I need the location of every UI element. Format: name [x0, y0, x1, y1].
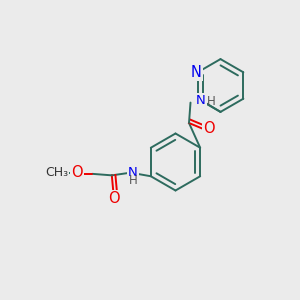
- Text: N: N: [196, 94, 206, 107]
- Text: O: O: [204, 121, 215, 136]
- Text: N: N: [191, 65, 202, 80]
- Text: CH₃: CH₃: [45, 166, 68, 179]
- Text: O: O: [71, 165, 82, 180]
- Text: N: N: [128, 166, 138, 179]
- Text: O: O: [108, 191, 119, 206]
- Text: methyl: methyl: [59, 171, 64, 172]
- Text: H: H: [206, 95, 215, 108]
- Text: H: H: [128, 174, 137, 187]
